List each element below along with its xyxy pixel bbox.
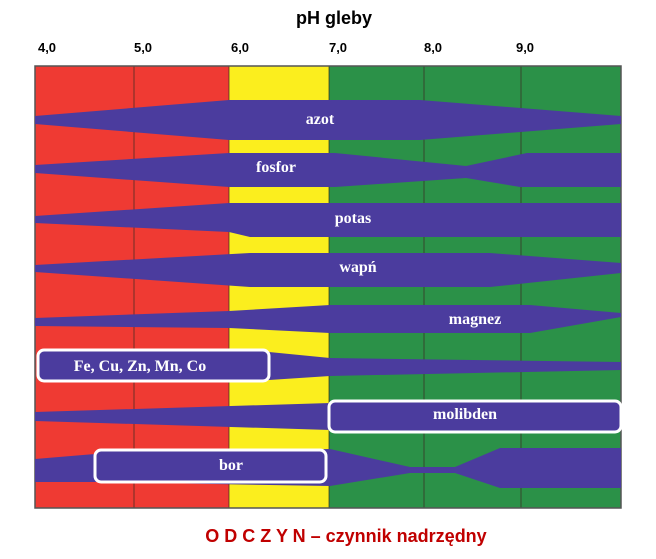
label-molibden: molibden	[432, 406, 498, 423]
band-3	[35, 253, 621, 287]
ph-tick-6: 6,0	[230, 40, 250, 55]
ph-tick-4: 4,0	[37, 40, 57, 55]
label-microelements: Fe, Cu, Zn, Mn, Co	[73, 358, 207, 375]
label-bor: bor	[219, 457, 243, 474]
label-wapn: wapń	[339, 259, 377, 276]
microelements-box	[36, 348, 271, 383]
ph-tick-9: 9,0	[515, 40, 535, 55]
molibden-box	[327, 399, 623, 434]
caption: O D C Z Y N – czynnik nadrzędny	[205, 526, 487, 546]
band-4	[35, 305, 621, 333]
label-fosfor: fosfor	[256, 159, 296, 176]
label-potas: potas	[334, 210, 372, 227]
label-magnez: magnez	[448, 311, 502, 328]
diagram-title: pH gleby	[295, 8, 372, 28]
label-azot: azot	[305, 111, 335, 128]
ph-tick-7: 7,0	[328, 40, 348, 55]
ph-tick-8: 8,0	[423, 40, 443, 55]
band-0	[35, 100, 621, 140]
band-1	[35, 153, 621, 187]
ph-tick-5: 5,0	[133, 40, 153, 55]
band-2	[35, 203, 621, 237]
ph-zone-0	[35, 66, 229, 508]
diagram-frame	[34, 65, 622, 509]
bor-box	[93, 448, 328, 484]
